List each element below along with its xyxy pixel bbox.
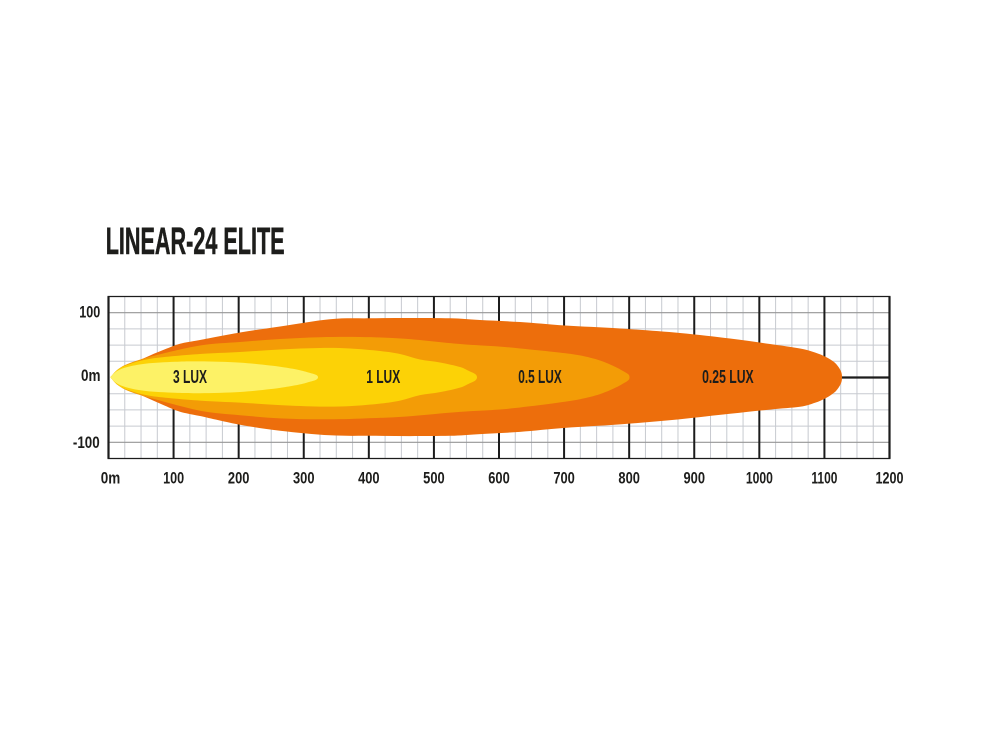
svg-text:800: 800 (618, 468, 640, 487)
svg-text:LINEAR-24 ELITE: LINEAR-24 ELITE (106, 220, 285, 262)
svg-text:0.25 LUX: 0.25 LUX (702, 367, 754, 387)
svg-text:3 LUX: 3 LUX (173, 367, 207, 387)
svg-text:0m: 0m (101, 468, 121, 487)
svg-text:1200: 1200 (876, 468, 904, 487)
svg-text:100: 100 (79, 302, 100, 321)
svg-text:1 LUX: 1 LUX (366, 367, 400, 387)
svg-text:300: 300 (293, 468, 315, 487)
svg-text:700: 700 (553, 468, 575, 487)
svg-text:900: 900 (684, 468, 706, 487)
svg-text:600: 600 (488, 468, 510, 487)
svg-text:100: 100 (163, 468, 184, 487)
svg-text:-100: -100 (73, 433, 100, 452)
svg-text:200: 200 (228, 468, 250, 487)
svg-text:0m: 0m (81, 366, 101, 385)
svg-text:400: 400 (358, 468, 380, 487)
svg-text:1100: 1100 (811, 468, 837, 487)
svg-text:0.5 LUX: 0.5 LUX (518, 367, 562, 387)
svg-text:500: 500 (423, 468, 445, 487)
svg-text:1000: 1000 (746, 468, 773, 487)
